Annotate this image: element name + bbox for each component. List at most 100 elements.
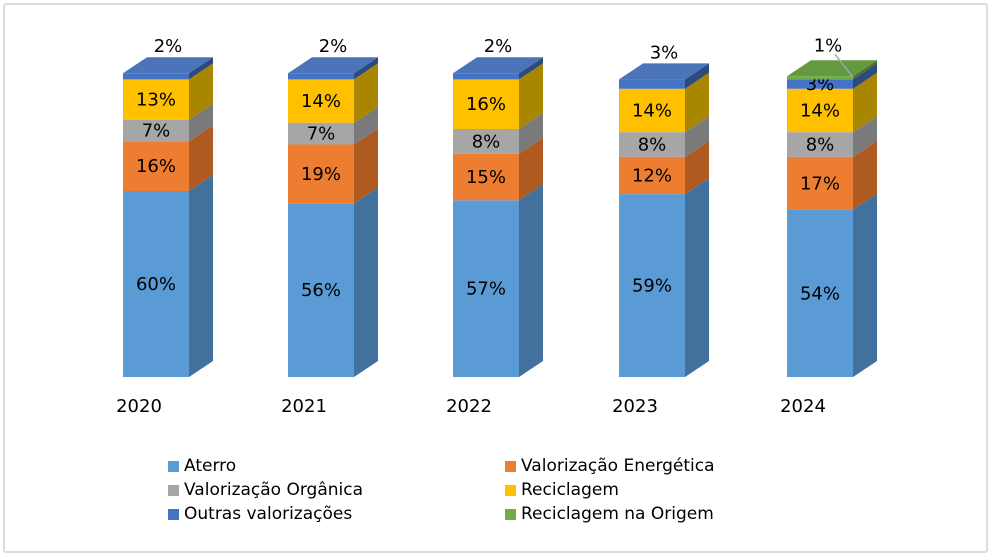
bar-segment-2022 <box>453 73 519 80</box>
category-label: 2024 <box>780 396 826 417</box>
legend: Aterro Valorização Orgânica Outras valor… <box>168 454 715 526</box>
bar-side-2023 <box>685 63 709 89</box>
bar-segment-2023 <box>619 156 685 195</box>
bar-side-2023 <box>685 72 709 133</box>
category-label: 2022 <box>446 396 492 417</box>
legend-swatch-aterro-icon <box>168 460 179 472</box>
bar-segment-2023 <box>619 79 685 89</box>
bar-segment-2022 <box>453 153 519 201</box>
legend-label-valorizacao-energetica: Valorização Energética <box>521 456 715 476</box>
bar-side-2023 <box>685 116 709 157</box>
legend-label-reciclagem: Reciclagem <box>521 480 619 500</box>
legend-swatch-reciclagem-na-origem-icon <box>505 508 516 520</box>
data-label: 15% <box>466 167 506 188</box>
legend-item-valorizacao-organica: Valorização Orgânica <box>168 478 505 502</box>
bar-side-2024 <box>853 60 877 80</box>
bar-top-2020 <box>123 57 213 74</box>
data-label-outside: 2% <box>154 36 183 57</box>
bar-segment-2020 <box>123 191 189 377</box>
bar-side-2020 <box>189 175 213 377</box>
bar-side-2021 <box>354 57 378 80</box>
bar-side-2022 <box>519 137 543 201</box>
data-label-outside: 1% <box>814 35 843 56</box>
data-label: 56% <box>301 280 341 301</box>
bar-side-2021 <box>354 106 378 145</box>
legend-item-aterro: Aterro <box>168 454 505 478</box>
bar-side-2022 <box>519 63 543 129</box>
legend-swatch-reciclagem-icon <box>505 484 516 496</box>
bar-segment-2024 <box>787 156 853 210</box>
legend-label-reciclagem-na-origem: Reciclagem na Origem <box>521 504 714 524</box>
data-label: 8% <box>472 131 501 152</box>
category-label: 2021 <box>281 396 327 417</box>
bar-segment-2024 <box>787 79 853 89</box>
bar-side-2024 <box>853 140 877 210</box>
bar-segment-2021 <box>288 122 354 145</box>
data-label: 8% <box>806 135 835 156</box>
bar-segment-2023 <box>619 132 685 157</box>
legend-column-right: Valorização Energética Reciclagem Recicl… <box>505 454 715 526</box>
bar-side-2024 <box>853 193 877 377</box>
bar-segment-2020 <box>123 79 189 120</box>
bar-side-2020 <box>189 63 213 120</box>
bar-top-2024 <box>787 60 877 77</box>
bar-segment-2024 <box>787 209 853 377</box>
bar-side-2022 <box>519 113 543 154</box>
legend-swatch-outras-valorizacoes-icon <box>168 508 179 520</box>
data-label: 14% <box>800 100 840 121</box>
data-label: 8% <box>638 135 667 156</box>
bar-side-2020 <box>189 57 213 80</box>
bar-side-2024 <box>853 63 877 89</box>
data-label-outside: 2% <box>319 36 348 57</box>
legend-item-outras-valorizacoes: Outras valorizações <box>168 502 505 526</box>
bar-segment-2021 <box>288 79 354 123</box>
data-label: 12% <box>632 166 672 187</box>
data-label: 7% <box>142 121 171 142</box>
bar-side-2021 <box>354 63 378 123</box>
legend-item-reciclagem-na-origem: Reciclagem na Origem <box>505 502 715 526</box>
data-label: 17% <box>800 173 840 194</box>
bar-segment-2021 <box>288 73 354 80</box>
legend-swatch-valorizacao-organica-icon <box>168 484 179 496</box>
legend-column-left: Aterro Valorização Orgânica Outras valor… <box>168 454 505 526</box>
legend-item-valorizacao-energetica: Valorização Energética <box>505 454 715 478</box>
bar-segment-2023 <box>619 194 685 377</box>
bar-side-2023 <box>685 178 709 377</box>
bar-side-2020 <box>189 103 213 142</box>
bar-side-2020 <box>189 125 213 191</box>
bar-side-2022 <box>519 184 543 377</box>
bar-segment-2020 <box>123 73 189 80</box>
data-label: 16% <box>466 94 506 115</box>
category-label: 2020 <box>116 396 162 417</box>
bar-side-2024 <box>853 72 877 133</box>
bar-top-2021 <box>288 57 378 74</box>
bar-side-2024 <box>853 116 877 157</box>
data-label: 14% <box>632 100 672 121</box>
bar-segment-2021 <box>288 144 354 204</box>
bar-side-2021 <box>354 128 378 204</box>
legend-item-reciclagem: Reciclagem <box>505 478 715 502</box>
data-label: 7% <box>307 124 336 145</box>
data-label: 13% <box>136 90 176 111</box>
leader-line <box>834 53 854 78</box>
bar-segment-2024 <box>787 76 853 80</box>
data-label: 14% <box>301 91 341 112</box>
data-label-outside: 3% <box>650 42 679 63</box>
legend-label-outras-valorizacoes: Outras valorizações <box>184 504 353 524</box>
bar-top-2023 <box>619 63 709 80</box>
data-label: 59% <box>632 276 672 297</box>
data-label-outside: 2% <box>484 36 513 57</box>
bar-segment-2022 <box>453 129 519 154</box>
bar-segment-2024 <box>787 88 853 133</box>
bar-segment-2021 <box>288 203 354 377</box>
bar-side-2021 <box>354 187 378 377</box>
data-label: 60% <box>136 274 176 295</box>
legend-swatch-valorizacao-energetica-icon <box>505 460 516 472</box>
legend-label-aterro: Aterro <box>184 456 237 476</box>
bar-segment-2024 <box>787 132 853 157</box>
bar-segment-2020 <box>123 141 189 191</box>
bar-side-2022 <box>519 57 543 80</box>
data-label: 16% <box>136 156 176 177</box>
bar-segment-2022 <box>453 79 519 129</box>
